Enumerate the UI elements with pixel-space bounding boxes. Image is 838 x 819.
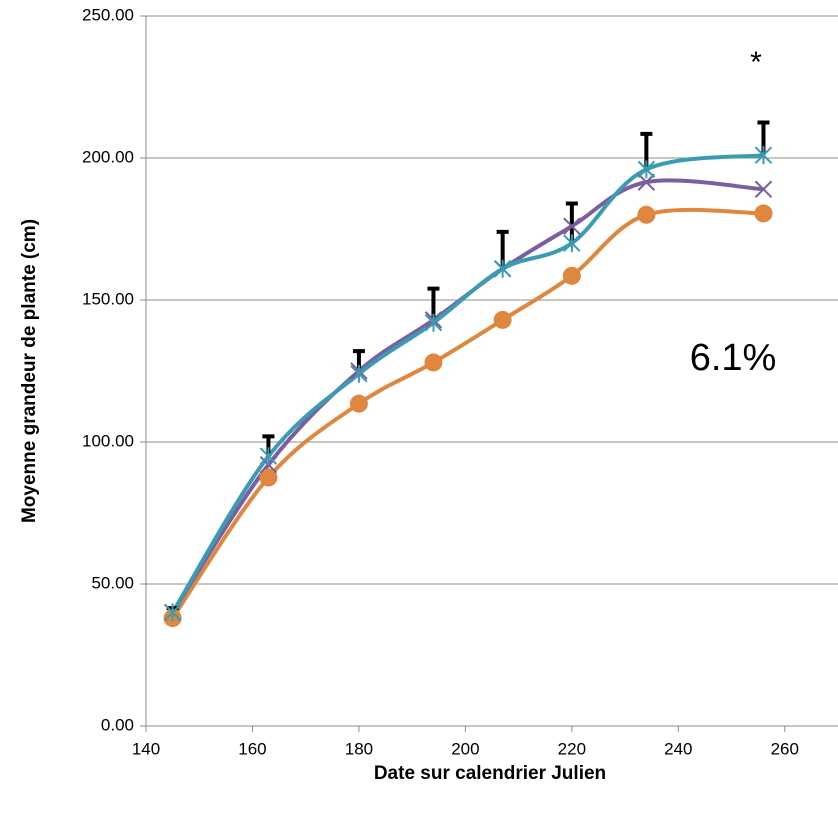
- point: [637, 160, 656, 179]
- point: [637, 205, 656, 224]
- annotation: 6.1%: [690, 337, 777, 379]
- point: [424, 313, 443, 332]
- point: [637, 173, 656, 191]
- y-axis-title: Moyenne grandeur de plante (cm): [19, 219, 40, 523]
- point: [259, 468, 278, 487]
- y-tick-label: 150.00: [82, 289, 134, 308]
- series-line: [170, 153, 764, 614]
- y-tick-label: 50.00: [91, 573, 134, 592]
- x-tick-label: 260: [771, 739, 799, 758]
- x-tick-label: 160: [238, 739, 266, 758]
- x-tick-label: 240: [664, 739, 692, 758]
- point: [163, 603, 182, 622]
- y-tick-label: 250.00: [82, 5, 134, 24]
- point: [349, 394, 368, 413]
- series-line: [170, 178, 764, 614]
- point: [563, 234, 581, 253]
- point: [754, 180, 773, 198]
- x-tick-label: 220: [558, 739, 586, 758]
- point: [259, 447, 278, 466]
- y-tick-label: 0.00: [101, 715, 134, 734]
- point: [350, 364, 368, 383]
- point: [493, 259, 512, 278]
- annotation: *: [750, 46, 762, 79]
- series-line: [170, 207, 764, 620]
- x-tick-label: 140: [132, 739, 160, 758]
- y-tick-label: 200.00: [82, 147, 134, 166]
- y-tick-label: 100.00: [82, 431, 134, 450]
- x-tick-label: 200: [451, 739, 479, 758]
- x-axis-title: Date sur calendrier Julien: [374, 763, 606, 784]
- x-tick-label: 180: [345, 739, 373, 758]
- point: [562, 266, 581, 285]
- point: [754, 146, 773, 165]
- point: [493, 310, 512, 329]
- point: [563, 217, 581, 235]
- point: [424, 353, 443, 372]
- point: [754, 204, 773, 223]
